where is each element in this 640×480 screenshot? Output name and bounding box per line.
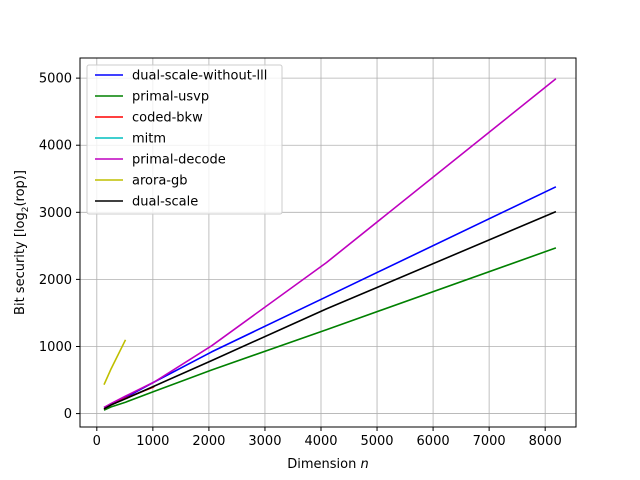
x-axis-label: Dimension n [287, 457, 369, 472]
x-tick-label: 0 [93, 434, 101, 449]
x-tick-label: 3000 [248, 434, 281, 449]
legend-label-primal-decode: primal-decode [132, 153, 226, 168]
plot-area-frame [79, 57, 577, 428]
series-line-dual-scale-without-lll [103, 186, 557, 409]
legend-label-coded-bkw: coded-bkw [132, 111, 203, 126]
series-lines [103, 78, 557, 411]
legend-label-dual-scale-without-lll: dual-scale-without-lll [132, 69, 267, 84]
y-axis-label: Bit security [log2(rop)] [13, 170, 31, 315]
series-line-dual-scale [103, 210, 557, 410]
series-line-arora-gb [103, 339, 127, 386]
y-tick-label: 5000 [39, 72, 72, 87]
legend-label-primal-usvp: primal-usvp [132, 90, 209, 105]
y-tick-label: 0 [64, 407, 72, 422]
x-tick-label: 2000 [192, 434, 225, 449]
x-axis-ticks: 0 1000 2000 3000 4000 5000 6000 7000 8000 [93, 427, 562, 449]
legend-box [86, 64, 283, 215]
x-tick-label: 1000 [136, 434, 169, 449]
y-tick-label: 3000 [39, 206, 72, 221]
x-tick-label: 6000 [417, 434, 450, 449]
y-tick-label: 1000 [39, 340, 72, 355]
legend-label-dual-scale: dual-scale [132, 195, 198, 210]
series-line-primal-usvp [103, 247, 557, 411]
y-tick-label: 4000 [39, 139, 72, 154]
y-axis-ticks: 0 1000 2000 3000 4000 5000 [39, 72, 80, 422]
x-tick-label: 5000 [360, 434, 393, 449]
series-line-primal-decode [103, 78, 557, 409]
x-tick-label: 7000 [473, 434, 506, 449]
legend-label-mitm: mitm [132, 132, 166, 147]
legend-label-arora-gb: arora-gb [132, 174, 188, 189]
x-tick-label: 4000 [304, 434, 337, 449]
x-tick-label: 8000 [529, 434, 562, 449]
y-tick-label: 2000 [39, 273, 72, 288]
grid [80, 58, 576, 427]
legend: dual-scale-without-lll primal-usvp coded-b… [86, 64, 283, 215]
